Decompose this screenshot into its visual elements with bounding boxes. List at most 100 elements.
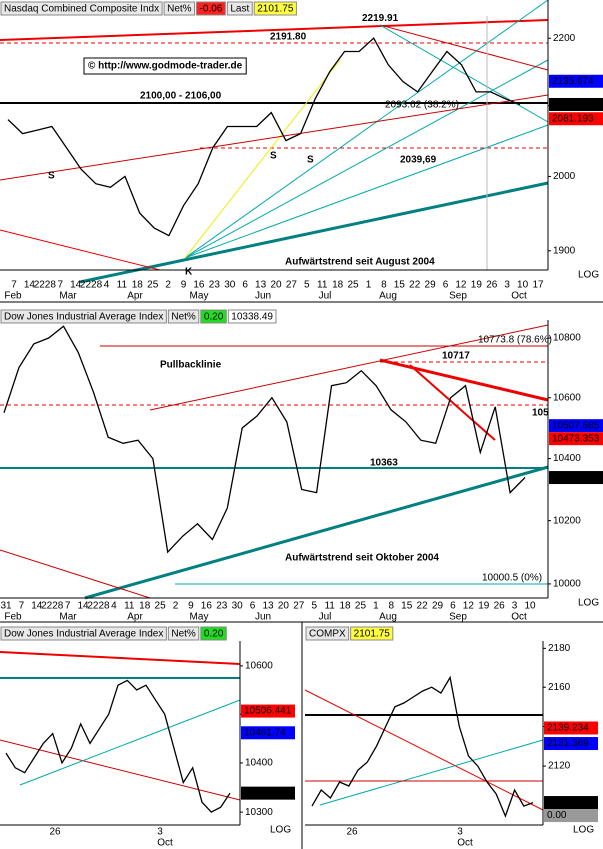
annotation: K [185,267,193,278]
x-tick-label: 13 [255,280,267,291]
price-box [549,112,603,126]
x-tick-label: 12 [463,601,475,612]
price-box-label: 2101.75 [552,99,589,110]
month-label: Jul [319,291,332,302]
x-tick-label: 3 [457,827,463,838]
price-box-label: 10506.441 [244,706,292,717]
x-tick-label: 14 [70,280,82,291]
month-label: Jun [255,291,271,302]
price-box-label: 2135.674 [552,76,594,87]
price-box [241,786,295,800]
y-tick-label: 10600 [553,392,581,403]
x-tick-label: 23 [209,280,221,291]
header-box [167,626,200,641]
price-line [311,675,534,818]
header-text: Net% [167,4,192,15]
x-tick-label: 2 [173,601,179,612]
month-label: Oct [511,291,527,302]
x-tick-label: 15 [401,601,413,612]
y-tick-label: 2180 [548,643,571,654]
header-box [0,626,167,641]
annotation: 10773.8 (78.6%) [478,335,552,346]
x-tick-label: 6 [250,601,256,612]
x-tick-label: 26 [486,280,498,291]
x-tick-label: 6 [450,601,456,612]
y-tick-label: 2120 [548,761,571,772]
y-tick-label: 10300 [245,807,273,818]
x-tick-label: 22 [417,601,429,612]
annotation: 10000.5 (0%) [482,573,542,584]
trend-lines [0,622,544,849]
price-box-label: 2131.369 [547,738,589,749]
x-tick-label: 7 [57,280,63,291]
month-label: Feb [4,612,22,623]
x-tick-label: 25 [147,280,159,291]
x-tick-label: 22 [409,280,421,291]
month-label: Mar [59,612,77,623]
x-tick-label: 26 [49,827,61,838]
y-tick-label: 1900 [553,245,576,256]
price-box [549,471,603,485]
x-tick-label: 8 [389,601,395,612]
x-tick-label: 5 [311,601,317,612]
x-tick-label: 2228 [34,280,57,291]
header-box [305,626,350,641]
annotation: Aufwärtstrend seit August 2004 [285,257,435,268]
x-tick-label: 2 [165,280,171,291]
annotation: Aufwärtstrend seit Oktober 2004 [285,553,439,564]
header-box [163,1,196,16]
price-box [544,796,598,810]
x-tick-label: 13 [262,601,274,612]
x-tick-label: 17 [532,280,544,291]
x-tick-label: 31 [0,601,12,612]
header-text: Dow Jones Industrial Average Index [4,312,163,323]
month-label: Mar [59,291,77,302]
price-box [241,726,295,740]
month-label: May [190,612,209,623]
price-box-label: 2101.75 [547,797,584,808]
price-box-label: 0.00 [547,810,567,821]
header-box [226,1,253,16]
x-tick-label: 29 [425,280,437,291]
month-label: Aug [379,612,397,623]
x-tick-label: 5 [304,280,310,291]
scale-label: LOG [573,825,594,836]
header-text: Net% [171,312,196,323]
x-tick-label: 1 [373,601,379,612]
level-label: 10717 [442,350,470,361]
price-box [549,97,603,111]
price-box [544,737,598,751]
annotation: © http://www.godmode-trader.de [88,61,243,72]
x-tick-label: 18 [139,601,151,612]
header-box [0,309,167,324]
header-text: Nasdaq Combined Composite Indx [4,4,159,15]
scale-label: LOG [578,270,599,281]
price-box-label: 2081.193 [552,113,594,124]
x-tick-label: 12 [455,280,467,291]
y-tick-label: 2160 [548,682,571,693]
x-tick-label: 7 [65,601,71,612]
x-tick-label: 9 [188,601,194,612]
scale-label: LOG [578,598,599,609]
x-tick-label: 10 [517,280,529,291]
header-text: Last [230,4,249,15]
month-label: May [190,291,209,302]
price-box [549,419,603,433]
y-tick-label: 10600 [245,661,273,672]
price-box [549,432,603,446]
x-tick-label: 8 [381,280,387,291]
x-tick-label: 9 [181,280,187,291]
x-tick-label: 3 [157,827,163,838]
month-label: Jul [319,612,332,623]
x-tick-label: 7 [11,280,17,291]
x-tick-label: 14 [24,280,36,291]
x-tick-label: 11 [317,280,328,291]
header-box [200,626,227,641]
month-label: Feb [4,291,22,302]
x-tick-label: 20 [270,280,282,291]
month-label: Oct [511,612,527,623]
x-tick-label: 19 [478,601,490,612]
header-text: Net% [171,629,196,640]
level-label: 2191.80 [270,31,307,42]
